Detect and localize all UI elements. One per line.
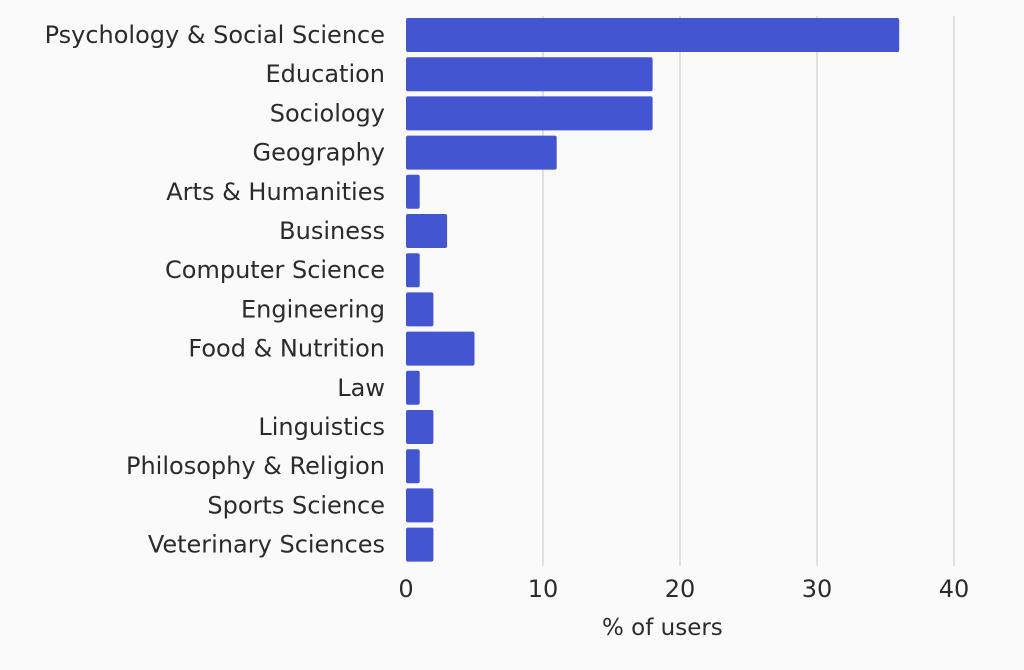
category-label-arts-and-humanities: Arts & Humanities — [166, 178, 385, 206]
bar-computer-science — [406, 253, 420, 288]
bar-arts-and-humanities — [406, 174, 420, 209]
bar-education — [406, 57, 653, 92]
category-label-philosophy-and-religion: Philosophy & Religion — [126, 452, 385, 480]
bars — [406, 18, 900, 562]
bar-sports-science — [406, 488, 434, 523]
category-label-education: Education — [266, 60, 385, 88]
category-label-geography: Geography — [252, 139, 385, 167]
bar-veterinary-sciences — [406, 527, 434, 562]
bar-business — [406, 214, 448, 248]
x-tick-label-40: 40 — [939, 575, 970, 603]
bar-sociology — [406, 96, 653, 131]
bar-geography — [406, 135, 557, 170]
category-label-linguistics: Linguistics — [258, 413, 385, 441]
category-label-engineering: Engineering — [241, 295, 385, 323]
bar-engineering — [406, 292, 434, 327]
x-tick-label-0: 0 — [398, 575, 413, 603]
x-tick-labels: 0 10 20 30 40 — [398, 575, 969, 603]
x-tick-label-10: 10 — [528, 575, 559, 603]
category-labels: Psychology & Social Science Education Soci… — [45, 21, 385, 559]
category-label-sports-science: Sports Science — [207, 491, 385, 519]
bar-food-and-nutrition — [406, 331, 475, 366]
bar-law — [406, 370, 420, 405]
category-label-food-and-nutrition: Food & Nutrition — [188, 335, 385, 363]
category-label-psychology-and-social-science: Psychology & Social Science — [45, 21, 385, 49]
gridlines — [542, 16, 955, 566]
x-axis-title: % of users — [602, 615, 723, 641]
category-label-computer-science: Computer Science — [165, 256, 385, 284]
category-label-law: Law — [337, 374, 385, 402]
bar-linguistics — [406, 410, 434, 444]
category-label-sociology: Sociology — [270, 99, 385, 127]
category-label-veterinary-sciences: Veterinary Sciences — [148, 531, 385, 559]
x-tick-label-30: 30 — [802, 575, 833, 603]
category-label-business: Business — [279, 217, 385, 245]
x-tick-label-20: 20 — [665, 575, 696, 603]
bar-psychology-and-social-science — [406, 18, 900, 52]
bar-philosophy-and-religion — [406, 449, 420, 484]
